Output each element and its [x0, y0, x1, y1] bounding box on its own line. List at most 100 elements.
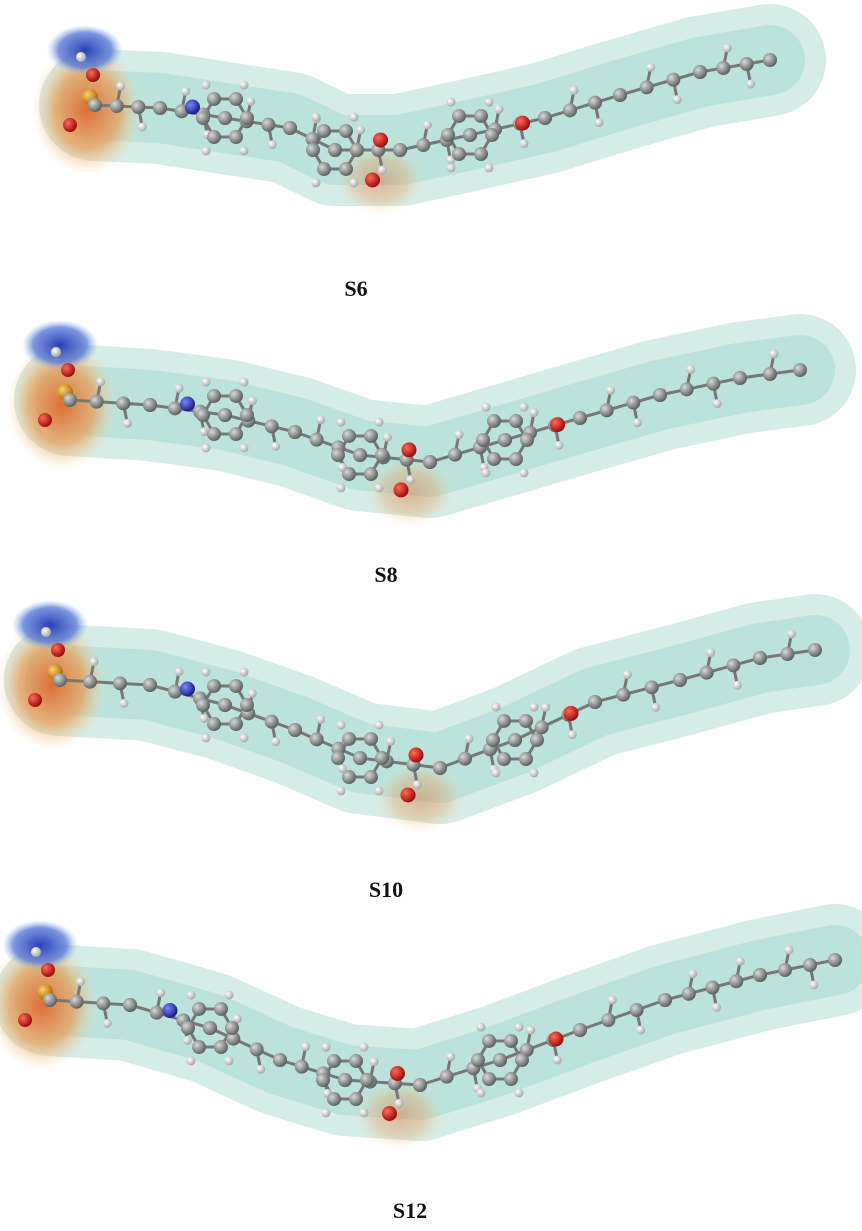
atom-h — [422, 120, 432, 130]
atoms — [18, 945, 842, 1121]
atom-h — [374, 786, 384, 796]
surface-negative — [7, 340, 117, 470]
atom-c — [778, 963, 792, 977]
atom-c — [423, 455, 437, 469]
atom-c — [498, 433, 512, 447]
surface-positive — [12, 600, 88, 650]
atom-h — [672, 95, 682, 105]
atom-c — [658, 993, 672, 1007]
atom-c — [729, 974, 744, 989]
atom-c — [350, 143, 364, 157]
atom-h — [446, 97, 456, 107]
atom-c — [534, 720, 549, 735]
atom-h — [454, 430, 464, 440]
atom-c — [639, 80, 654, 95]
atom-c — [328, 143, 342, 157]
atom-h — [594, 118, 604, 128]
atom-c — [793, 363, 807, 377]
atom-c — [83, 674, 97, 689]
atom-c — [364, 770, 378, 785]
atom-c — [327, 1053, 341, 1068]
atom-o — [28, 693, 42, 707]
atom-o — [393, 482, 409, 498]
atom-c — [342, 731, 356, 746]
atom-h — [622, 670, 632, 680]
atom-c — [538, 111, 552, 125]
atom-c — [261, 117, 276, 132]
molecule — [0, 904, 862, 1150]
atom-c — [482, 1033, 496, 1048]
atom-o — [400, 787, 416, 803]
atom-c — [616, 687, 631, 702]
atom-c — [309, 732, 324, 747]
atom-h — [519, 402, 529, 412]
atoms — [38, 347, 807, 498]
atom-h — [529, 408, 539, 418]
atom-h — [784, 945, 794, 955]
atom-h — [224, 990, 234, 1000]
atom-h — [201, 146, 211, 156]
atom-h — [514, 1088, 524, 1098]
atom-n — [185, 99, 200, 115]
atom-h — [686, 364, 696, 374]
atom-o — [390, 1066, 405, 1081]
atom-c — [229, 388, 243, 403]
atom-c — [116, 396, 131, 411]
atom-c — [471, 1053, 485, 1067]
atom-h — [186, 990, 196, 1000]
atom-h — [349, 112, 359, 122]
atom-o — [515, 115, 530, 131]
atom-h — [267, 140, 277, 150]
atom-c — [113, 676, 127, 691]
atom-h — [476, 1088, 486, 1098]
atom-c — [317, 162, 331, 177]
atom-h — [301, 1042, 311, 1052]
atom-h — [484, 163, 494, 173]
molecule — [0, 594, 862, 833]
atom-c — [168, 401, 182, 416]
atom-c — [508, 733, 522, 747]
atom-c — [143, 398, 157, 412]
atom-c — [393, 143, 407, 157]
atom-h — [374, 417, 384, 427]
atom-h — [722, 43, 732, 53]
atom-c — [452, 147, 466, 162]
atom-c — [309, 432, 324, 447]
atom-c — [207, 91, 221, 106]
atom-c — [88, 98, 102, 112]
atom-h — [201, 733, 211, 743]
atom-h — [137, 122, 147, 132]
atom-h — [446, 155, 456, 165]
atom-c — [413, 1078, 427, 1092]
atom-h — [76, 52, 86, 62]
atom-h — [787, 629, 796, 639]
atom-h — [201, 667, 211, 677]
atom-c — [353, 448, 367, 462]
atom-c — [486, 733, 500, 747]
atom-c — [653, 388, 667, 402]
atom-h — [201, 377, 211, 387]
surface-negative — [375, 763, 465, 833]
atom-c — [563, 103, 577, 118]
atom-c — [218, 408, 232, 422]
atom-c — [342, 428, 356, 443]
atom-c — [504, 1033, 518, 1048]
atom-c — [306, 143, 320, 157]
atom-h — [271, 737, 281, 747]
atom-o — [408, 747, 424, 763]
atom-h — [336, 417, 346, 427]
atom-h — [651, 702, 661, 712]
atom-h — [607, 995, 617, 1005]
atom-c — [149, 1005, 164, 1020]
atom-c — [229, 717, 243, 732]
atom-c — [240, 111, 254, 125]
atom-c — [153, 101, 167, 115]
atom-c — [599, 403, 614, 418]
atom-c — [519, 752, 533, 767]
atom-h — [377, 165, 387, 175]
atom-h — [321, 1042, 331, 1052]
atom-h — [519, 139, 529, 149]
atom-c — [327, 1092, 341, 1107]
atom-c — [240, 698, 254, 712]
atom-c — [726, 658, 741, 673]
